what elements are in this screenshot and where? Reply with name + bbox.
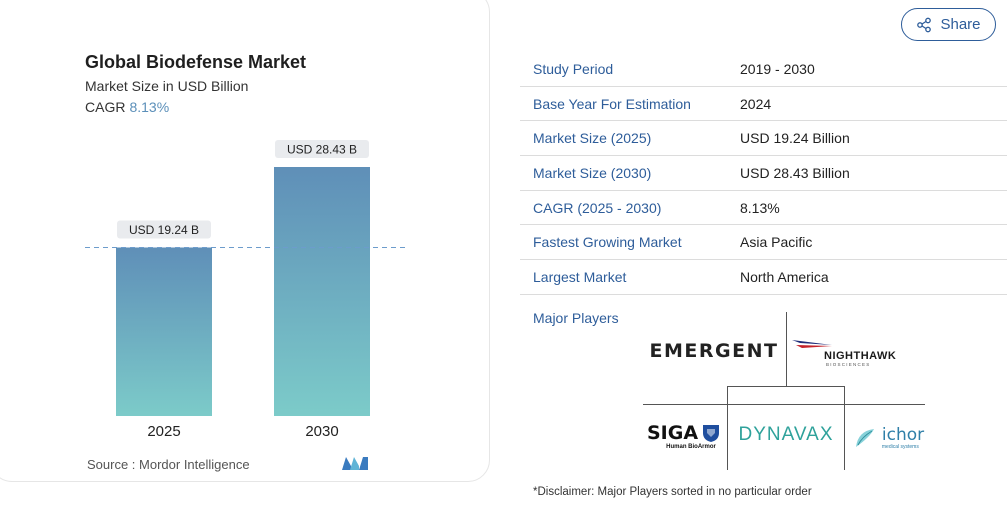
nighthawk-subtext: B I O S C I E N C E S: [826, 361, 870, 367]
cagr-line: CAGR 8.13%: [85, 99, 169, 115]
info-row-base-year: Base Year For Estimation 2024: [520, 87, 1007, 122]
major-players-grid: EMERGENT NIGHTHAWK B I O S C I E N C E S…: [640, 312, 930, 472]
market-info-table: Study Period 2019 - 2030 Base Year For E…: [520, 52, 1007, 295]
info-label: CAGR (2025 - 2030): [533, 199, 662, 216]
ichor-logo: ichor medical systems: [848, 420, 928, 456]
ichor-leaf-icon: [855, 429, 874, 447]
info-label: Largest Market: [533, 268, 627, 285]
share-label: Share: [940, 16, 981, 33]
emergent-logo: EMERGENT: [644, 338, 784, 364]
info-value: USD 28.43 Billion: [740, 164, 850, 181]
x-tick-label: 2030: [305, 423, 338, 440]
siga-logo: SIGA Human BioArmor: [644, 416, 724, 456]
share-button[interactable]: Share: [901, 8, 996, 41]
info-value: 2019 - 2030: [740, 60, 815, 77]
info-label: Fastest Growing Market: [533, 234, 682, 251]
ichor-text-group: ichor medical systems: [882, 426, 924, 450]
info-row-market-size-2025: Market Size (2025) USD 19.24 Billion: [520, 121, 1007, 157]
chart-title: Global Biodefense Market: [85, 52, 307, 72]
nighthawk-wing-icon: [792, 339, 832, 348]
info-row-fastest-growing: Fastest Growing Market Asia Pacific: [520, 225, 1007, 261]
info-value: 2024: [740, 95, 772, 112]
mordor-intelligence-logo: [342, 457, 368, 470]
bar-2030: [274, 167, 370, 416]
data-label: USD 28.43 B: [287, 143, 357, 157]
info-value: Asia Pacific: [740, 234, 813, 251]
emergent-text: EMERGENT: [649, 340, 779, 362]
data-label-bg: [117, 220, 211, 239]
cagr-label: CAGR: [85, 99, 126, 115]
divider: [727, 386, 844, 387]
data-label-bg: [275, 140, 369, 158]
share-icon: [916, 17, 932, 33]
siga-shield-icon: [703, 425, 720, 442]
siga-mark: SIGA: [647, 422, 721, 444]
info-value: 8.13%: [740, 199, 780, 216]
info-label: Market Size (2030): [533, 164, 652, 181]
data-label: USD 19.24 B: [129, 223, 199, 237]
info-label: Base Year For Estimation: [533, 95, 691, 112]
bar-chart: USD 19.24 B USD 28.43 B 2025 2030: [85, 140, 405, 440]
divider: [844, 386, 845, 470]
divider: [643, 404, 925, 405]
divider: [727, 386, 728, 470]
chart-card: [0, 0, 490, 482]
info-label: Market Size (2025): [533, 130, 652, 147]
info-row-market-size-2030: Market Size (2030) USD 28.43 Billion: [520, 156, 1007, 191]
nighthawk-text: NIGHTHAWK: [824, 349, 897, 362]
major-players-label: Major Players: [533, 310, 619, 326]
ichor-subtext: medical systems: [881, 444, 919, 450]
chart-source: Source : Mordor Intelligence: [87, 457, 250, 472]
bar-2025: [116, 247, 212, 416]
info-row-cagr: CAGR (2025 - 2030) 8.13%: [520, 191, 1007, 226]
ichor-text: ichor: [881, 425, 925, 445]
cagr-value: 8.13%: [129, 99, 170, 115]
nighthawk-logo: NIGHTHAWK B I O S C I E N C E S: [792, 332, 918, 370]
info-value: North America: [740, 268, 829, 285]
x-tick-label: 2025: [147, 423, 180, 440]
info-value: USD 19.24 Billion: [740, 130, 850, 147]
chart-subtitle: Market Size in USD Billion: [85, 78, 249, 94]
siga-subtext: Human BioArmor: [666, 444, 716, 450]
dynavax-text: DYNAVAX: [738, 424, 834, 445]
divider: [786, 312, 787, 386]
info-label: Study Period: [533, 60, 614, 77]
info-row-largest-market: Largest Market North America: [520, 260, 1007, 295]
disclaimer: *Disclaimer: Major Players sorted in no …: [533, 486, 812, 498]
siga-text: SIGA: [646, 422, 699, 444]
info-row-study-period: Study Period 2019 - 2030: [520, 52, 1007, 87]
dynavax-logo: DYNAVAX: [730, 420, 842, 450]
